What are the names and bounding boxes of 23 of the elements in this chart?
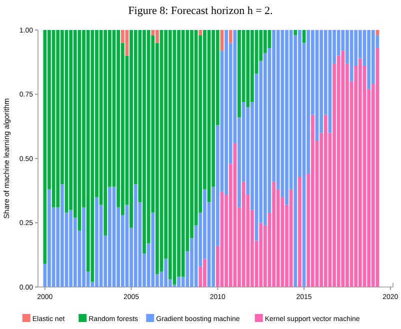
bar xyxy=(56,30,60,208)
bar xyxy=(90,30,94,282)
bar xyxy=(298,176,302,287)
bar xyxy=(259,222,263,287)
bar xyxy=(289,189,293,287)
bar xyxy=(134,184,138,287)
bar xyxy=(341,50,345,287)
bar xyxy=(151,212,155,287)
bar xyxy=(302,30,306,43)
bar xyxy=(104,30,108,236)
bar xyxy=(228,30,232,43)
bar xyxy=(198,30,202,36)
bar xyxy=(246,30,250,108)
bar xyxy=(181,30,185,277)
bar xyxy=(294,30,298,36)
bar xyxy=(358,58,362,287)
bar xyxy=(242,182,246,287)
bar xyxy=(310,114,314,287)
bar xyxy=(324,114,328,287)
bar xyxy=(69,210,73,287)
bar xyxy=(164,258,168,287)
chart-title: Figure 8: Forecast horizon h = 2. xyxy=(128,5,274,17)
bar xyxy=(43,30,47,264)
